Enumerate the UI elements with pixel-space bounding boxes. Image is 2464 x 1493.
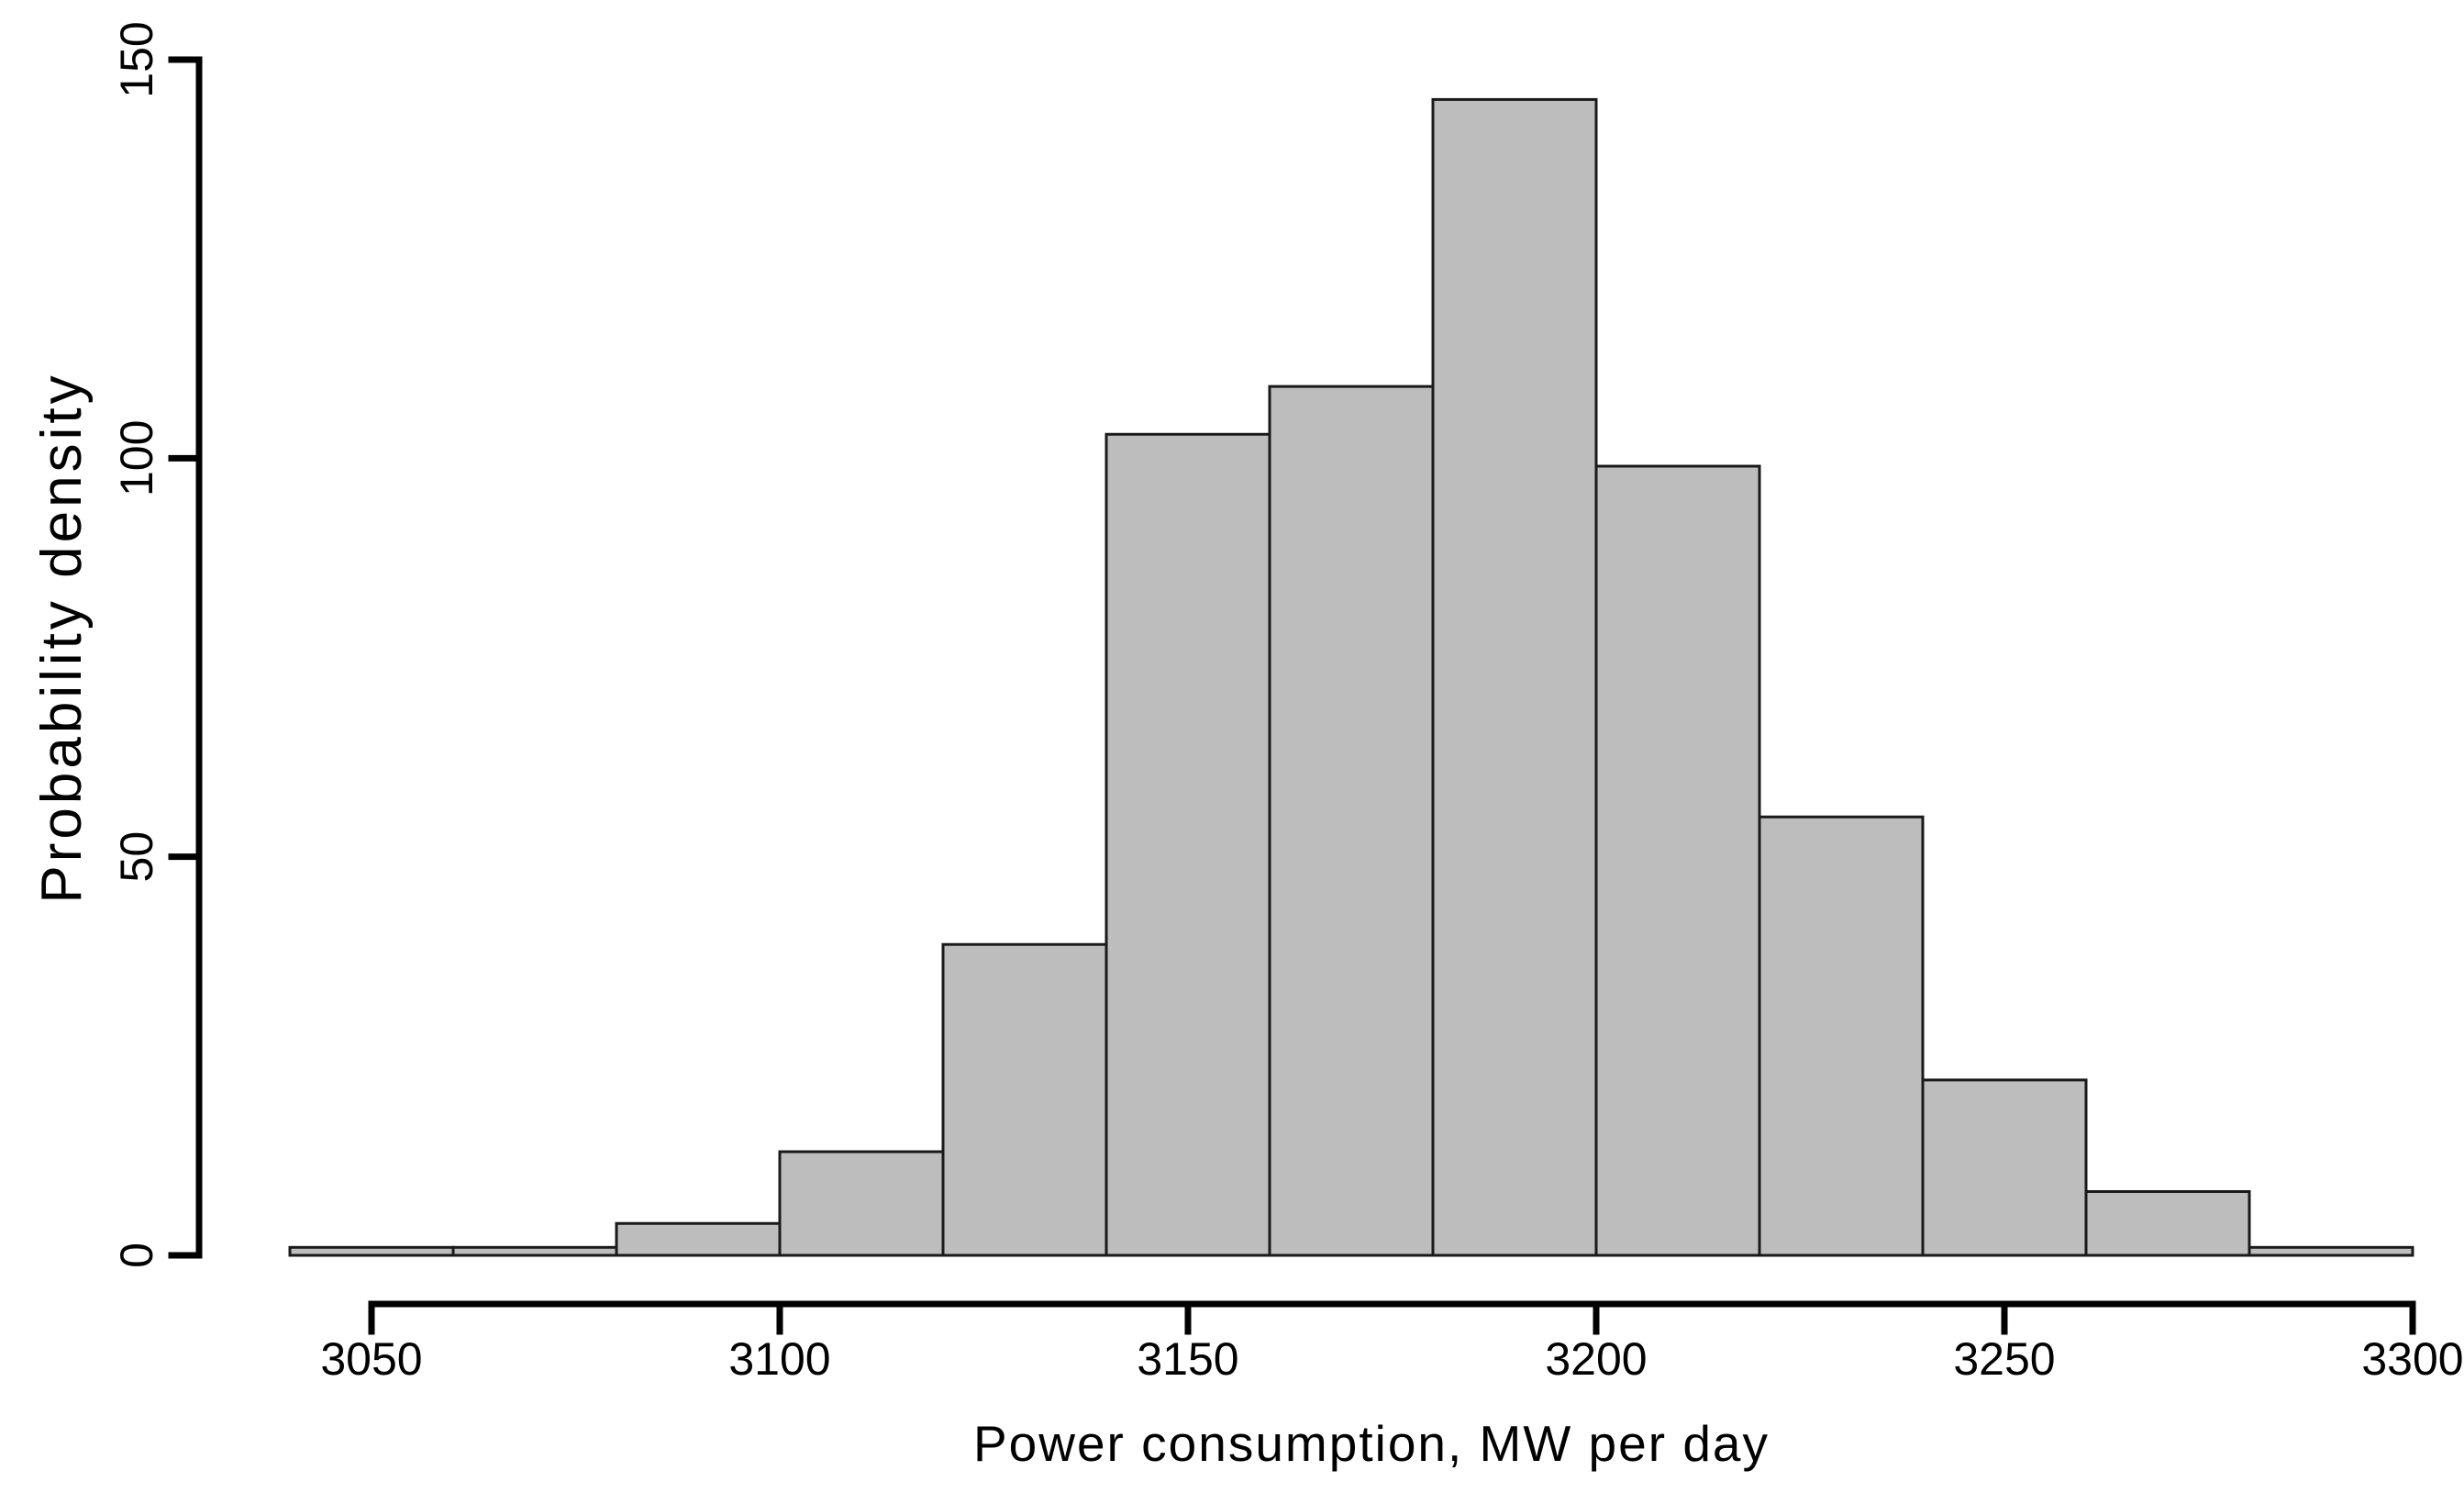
histogram-bar — [778, 1150, 945, 1257]
axes-layer: 0 50 100 150 3050 3100 3150 3200 3250 3300 — [111, 21, 2464, 1385]
x-axis-title: Power consumption, MW per day — [973, 1415, 1770, 1472]
histogram-bar — [1104, 432, 1271, 1257]
y-axis-title: Probability density — [30, 372, 94, 903]
histogram-bar — [2248, 1245, 2414, 1257]
histogram-bar — [288, 1245, 455, 1257]
x-tick-label: 3150 — [1137, 1333, 1238, 1385]
y-tick-label: 150 — [111, 21, 162, 97]
x-tick-label: 3250 — [1953, 1333, 2055, 1385]
bars-layer — [288, 97, 2414, 1257]
x-tick-label: 3300 — [2361, 1333, 2463, 1385]
histogram-bar — [1431, 97, 1598, 1257]
y-tick-label: 100 — [111, 420, 162, 496]
histogram-bar — [615, 1221, 782, 1257]
histogram-bar — [451, 1245, 618, 1257]
y-tick-label: 50 — [111, 831, 162, 883]
x-tick-label: 3200 — [1545, 1333, 1647, 1385]
histogram-bar — [941, 942, 1108, 1257]
histogram-bar — [1594, 464, 1761, 1257]
x-tick-label: 3100 — [728, 1333, 830, 1385]
y-tick-label: 0 — [111, 1242, 162, 1268]
histogram-bar — [1268, 384, 1435, 1257]
histogram-bar — [1921, 1078, 2088, 1257]
histogram-bar — [2084, 1190, 2251, 1257]
histogram-bar — [1758, 815, 1925, 1257]
x-tick-label: 3050 — [320, 1333, 422, 1385]
